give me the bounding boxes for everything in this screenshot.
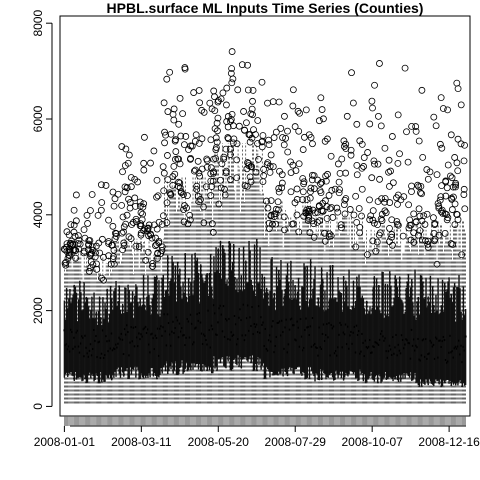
x-tick-label: 2008-03-11 [111, 435, 172, 449]
x-tick-label: 2008-10-07 [341, 435, 403, 449]
y-tick-label: 4000 [31, 201, 45, 228]
y-tick-label: 6000 [31, 105, 45, 132]
x-tick-label: 2008-12-16 [418, 435, 480, 449]
x-tick-label: 2008-07-29 [265, 435, 327, 449]
chart-title: HPBL.surface ML Inputs Time Series (Coun… [107, 0, 424, 16]
x-tick-label: 2008-05-20 [188, 435, 250, 449]
box-body [465, 309, 466, 385]
y-tick-label: 8000 [31, 10, 45, 37]
x-tick-label: 2008-01-01 [34, 435, 96, 449]
y-tick-label: 2000 [31, 297, 45, 324]
y-tick-label: 0 [31, 403, 45, 410]
